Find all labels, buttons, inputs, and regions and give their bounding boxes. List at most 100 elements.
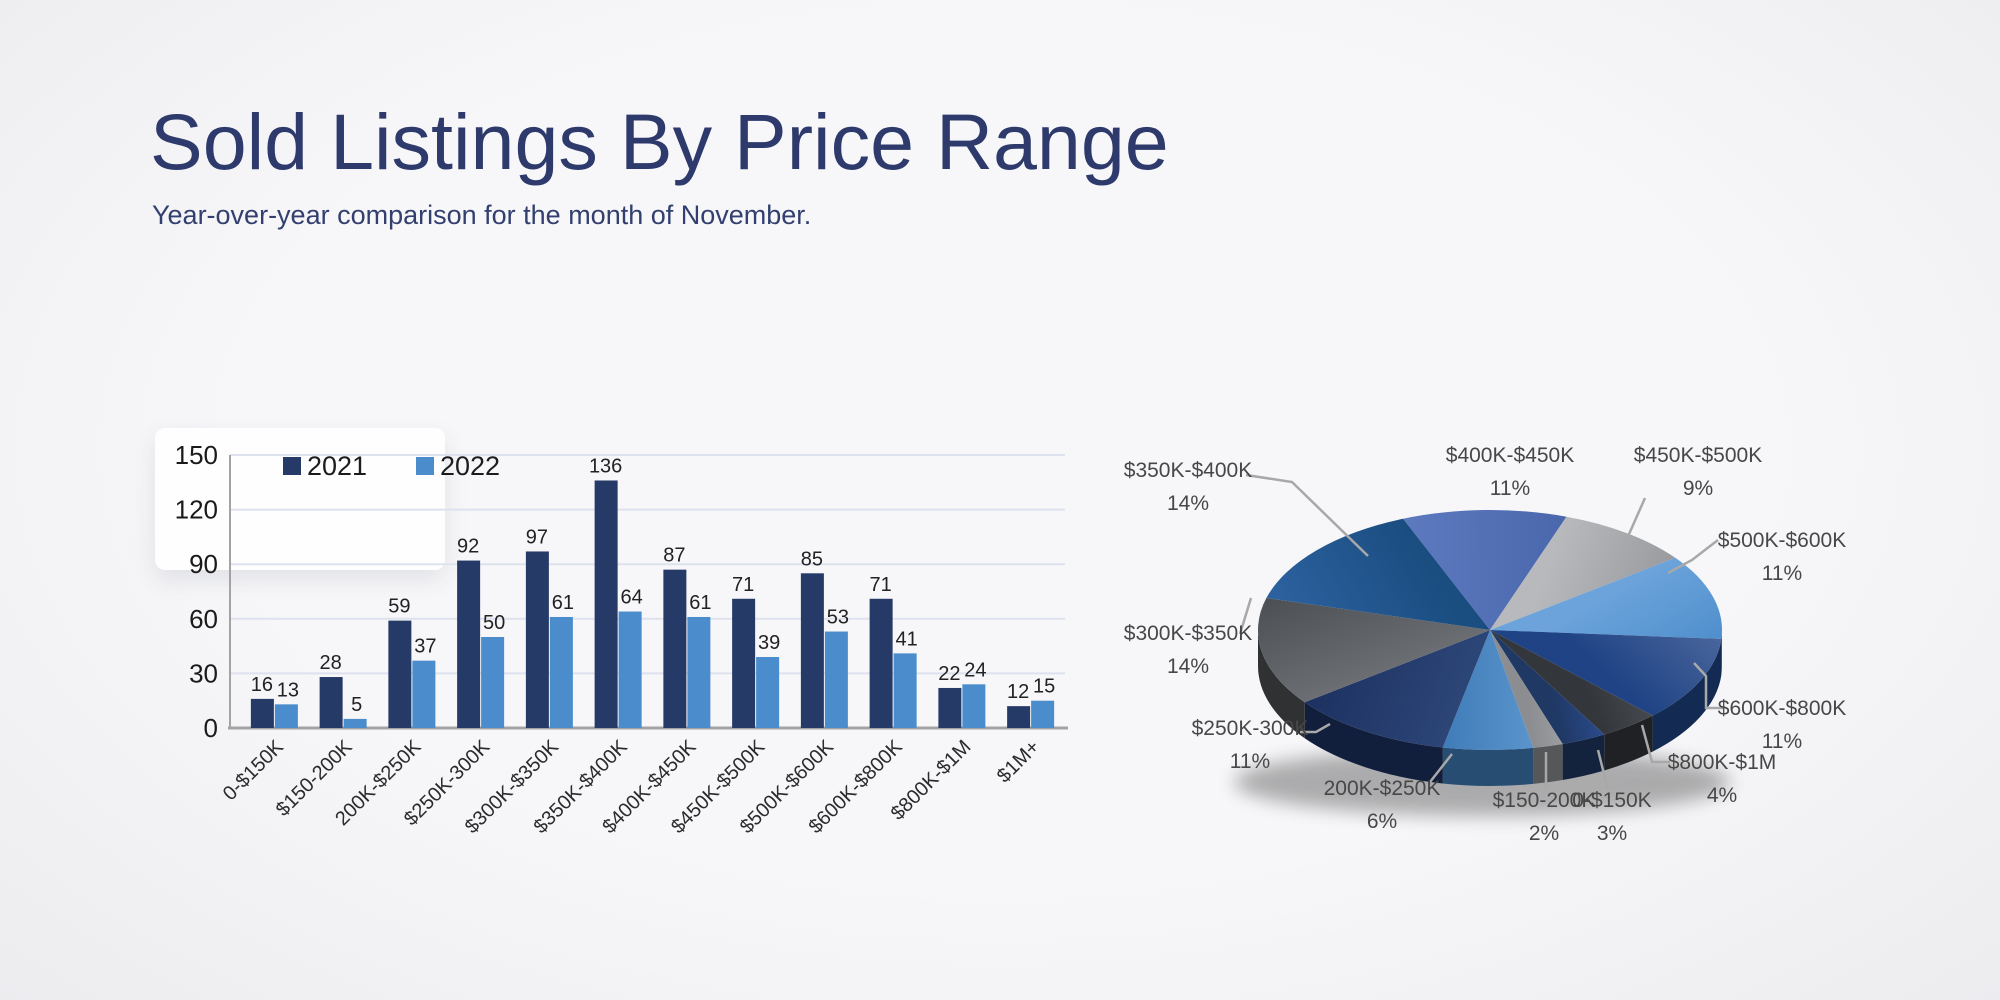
pie-slice-label: $250K-300K <box>1192 717 1309 740</box>
pie-slice-percent: 11% <box>1762 562 1802 585</box>
pie-chart: $400K-$450K 11% $450K-$500K 9% $500K-$600K 11… <box>1124 444 1846 845</box>
bar-value-label: 50 <box>483 612 505 634</box>
bar-2021 <box>869 598 893 728</box>
bar-value-label: 97 <box>526 526 548 548</box>
pie-slice-$800K-$1M <box>1490 630 1653 735</box>
bar-value-label: 41 <box>896 628 918 650</box>
pie-slice-side <box>1258 630 1305 739</box>
bar-2021 <box>250 698 274 728</box>
bar-2022 <box>756 657 780 728</box>
bar-value-label: 39 <box>758 632 780 654</box>
bar-2022 <box>893 653 917 728</box>
pie-slice-side <box>1604 715 1653 771</box>
pie-slice-$300K-$350K <box>1258 597 1490 703</box>
bar-value-label: 22 <box>938 663 960 685</box>
pie-slice-$400K-$450K <box>1403 510 1567 630</box>
pie-slice-label: $450K-$500K <box>1634 444 1762 467</box>
page-title: Sold Listings By Price Range <box>150 97 1169 186</box>
pie-slice-200K-$250K <box>1442 630 1534 750</box>
legend-swatch-2021 <box>283 457 301 475</box>
pie-slice-side <box>1652 638 1722 752</box>
highlight-card <box>155 428 445 570</box>
y-tick-label: 60 <box>189 604 218 634</box>
pie-slice-side <box>1304 702 1443 784</box>
legend-label-2021: 2021 <box>307 451 367 481</box>
bar-2022 <box>824 631 848 728</box>
pie-leader-line <box>1596 749 1610 791</box>
pie-slice-percent: 6% <box>1367 810 1397 833</box>
pie-slice-percent: 2% <box>1529 822 1559 845</box>
bar-value-label: 71 <box>870 574 892 596</box>
y-tick-label: 90 <box>189 549 218 579</box>
bar-2022 <box>549 616 573 728</box>
bar-value-label: 5 <box>351 694 362 716</box>
pie-slice-$600K-$800K <box>1490 630 1722 716</box>
bar-2021 <box>319 677 343 728</box>
bar-2021 <box>1007 706 1031 728</box>
pie-slice-$450K-$500K <box>1490 516 1676 630</box>
bar-2021 <box>938 687 962 728</box>
bar-value-label: 64 <box>621 587 643 609</box>
bar-value-label: 28 <box>320 652 342 674</box>
y-tick-label: 120 <box>175 495 218 525</box>
pie-slice-0-$150K <box>1490 630 1605 744</box>
x-category-label: $1M+ <box>993 736 1044 787</box>
pie-slice-$250K-300K <box>1304 630 1490 748</box>
bar-value-label: 85 <box>801 548 823 570</box>
bar-2022 <box>412 660 436 728</box>
pie-slice-side <box>1562 734 1605 780</box>
bar-2022 <box>962 684 986 728</box>
pie-slice-$150-200K <box>1490 630 1563 748</box>
pie-slice-percent: 3% <box>1597 822 1627 845</box>
legend-label-2022: 2022 <box>440 451 500 481</box>
bar-value-label: 24 <box>964 659 986 681</box>
pie-slice-label: 200K-$250K <box>1324 777 1441 800</box>
bar-2021 <box>732 598 756 728</box>
bar-2021 <box>594 480 618 728</box>
pie-slice-label: 0-$150K <box>1572 789 1651 812</box>
bar-2022 <box>687 616 711 728</box>
page-subtitle: Year-over-year comparison for the month … <box>152 199 812 230</box>
bar-2022 <box>274 704 298 728</box>
header: Sold Listings By Price Range Year-over-y… <box>150 95 1169 231</box>
pie-leader-line <box>1667 539 1719 575</box>
pie-slice-percent: 11% <box>1230 750 1270 773</box>
bar-value-label: 15 <box>1033 676 1055 698</box>
pie-leader-line <box>1693 662 1724 710</box>
pie-leader-line <box>1238 597 1253 635</box>
bar-value-label: 92 <box>457 536 479 558</box>
pie-slice-label: $300K-$350K <box>1124 622 1252 645</box>
bar-2022 <box>1031 700 1055 728</box>
pie-slice-label: $500K-$600K <box>1718 529 1846 552</box>
bar-2021 <box>525 551 549 728</box>
pie-leader-line <box>1245 473 1369 557</box>
x-category-label: 0-$150K <box>219 736 288 805</box>
pie-slice-percent: 11% <box>1490 477 1530 500</box>
pie-leader-line <box>1429 753 1453 783</box>
pie-slice-label: $800K-$1M <box>1668 751 1777 774</box>
bar-2022 <box>481 637 505 728</box>
bar-value-label: 61 <box>689 592 711 614</box>
bar-value-label: 12 <box>1007 681 1029 703</box>
pie-slice-label: $350K-$400K <box>1124 459 1252 482</box>
bar-value-label: 87 <box>663 545 685 567</box>
bar-2022 <box>343 718 367 728</box>
pie-leader-line <box>1620 497 1647 551</box>
y-tick-label: 150 <box>175 440 218 470</box>
pie-slice-side <box>1442 747 1534 786</box>
bar-value-label: 53 <box>827 607 849 629</box>
pie-slice-$350K-$400K <box>1266 518 1490 630</box>
pie-leader-line <box>1640 724 1670 764</box>
bar-value-label: 37 <box>414 636 436 658</box>
pie-slice-percent: 14% <box>1167 655 1209 678</box>
pie-slice-percent: 9% <box>1683 477 1713 500</box>
pie-slice-percent: 14% <box>1167 492 1209 515</box>
pie-leader-line <box>1300 722 1331 734</box>
pie-slice-side <box>1721 630 1722 675</box>
bar-value-label: 13 <box>277 679 299 701</box>
bar-2021 <box>388 620 412 728</box>
bar-value-label: 61 <box>552 592 574 614</box>
legend-swatch-2022 <box>416 457 434 475</box>
pie-slice-percent: 4% <box>1707 784 1737 807</box>
